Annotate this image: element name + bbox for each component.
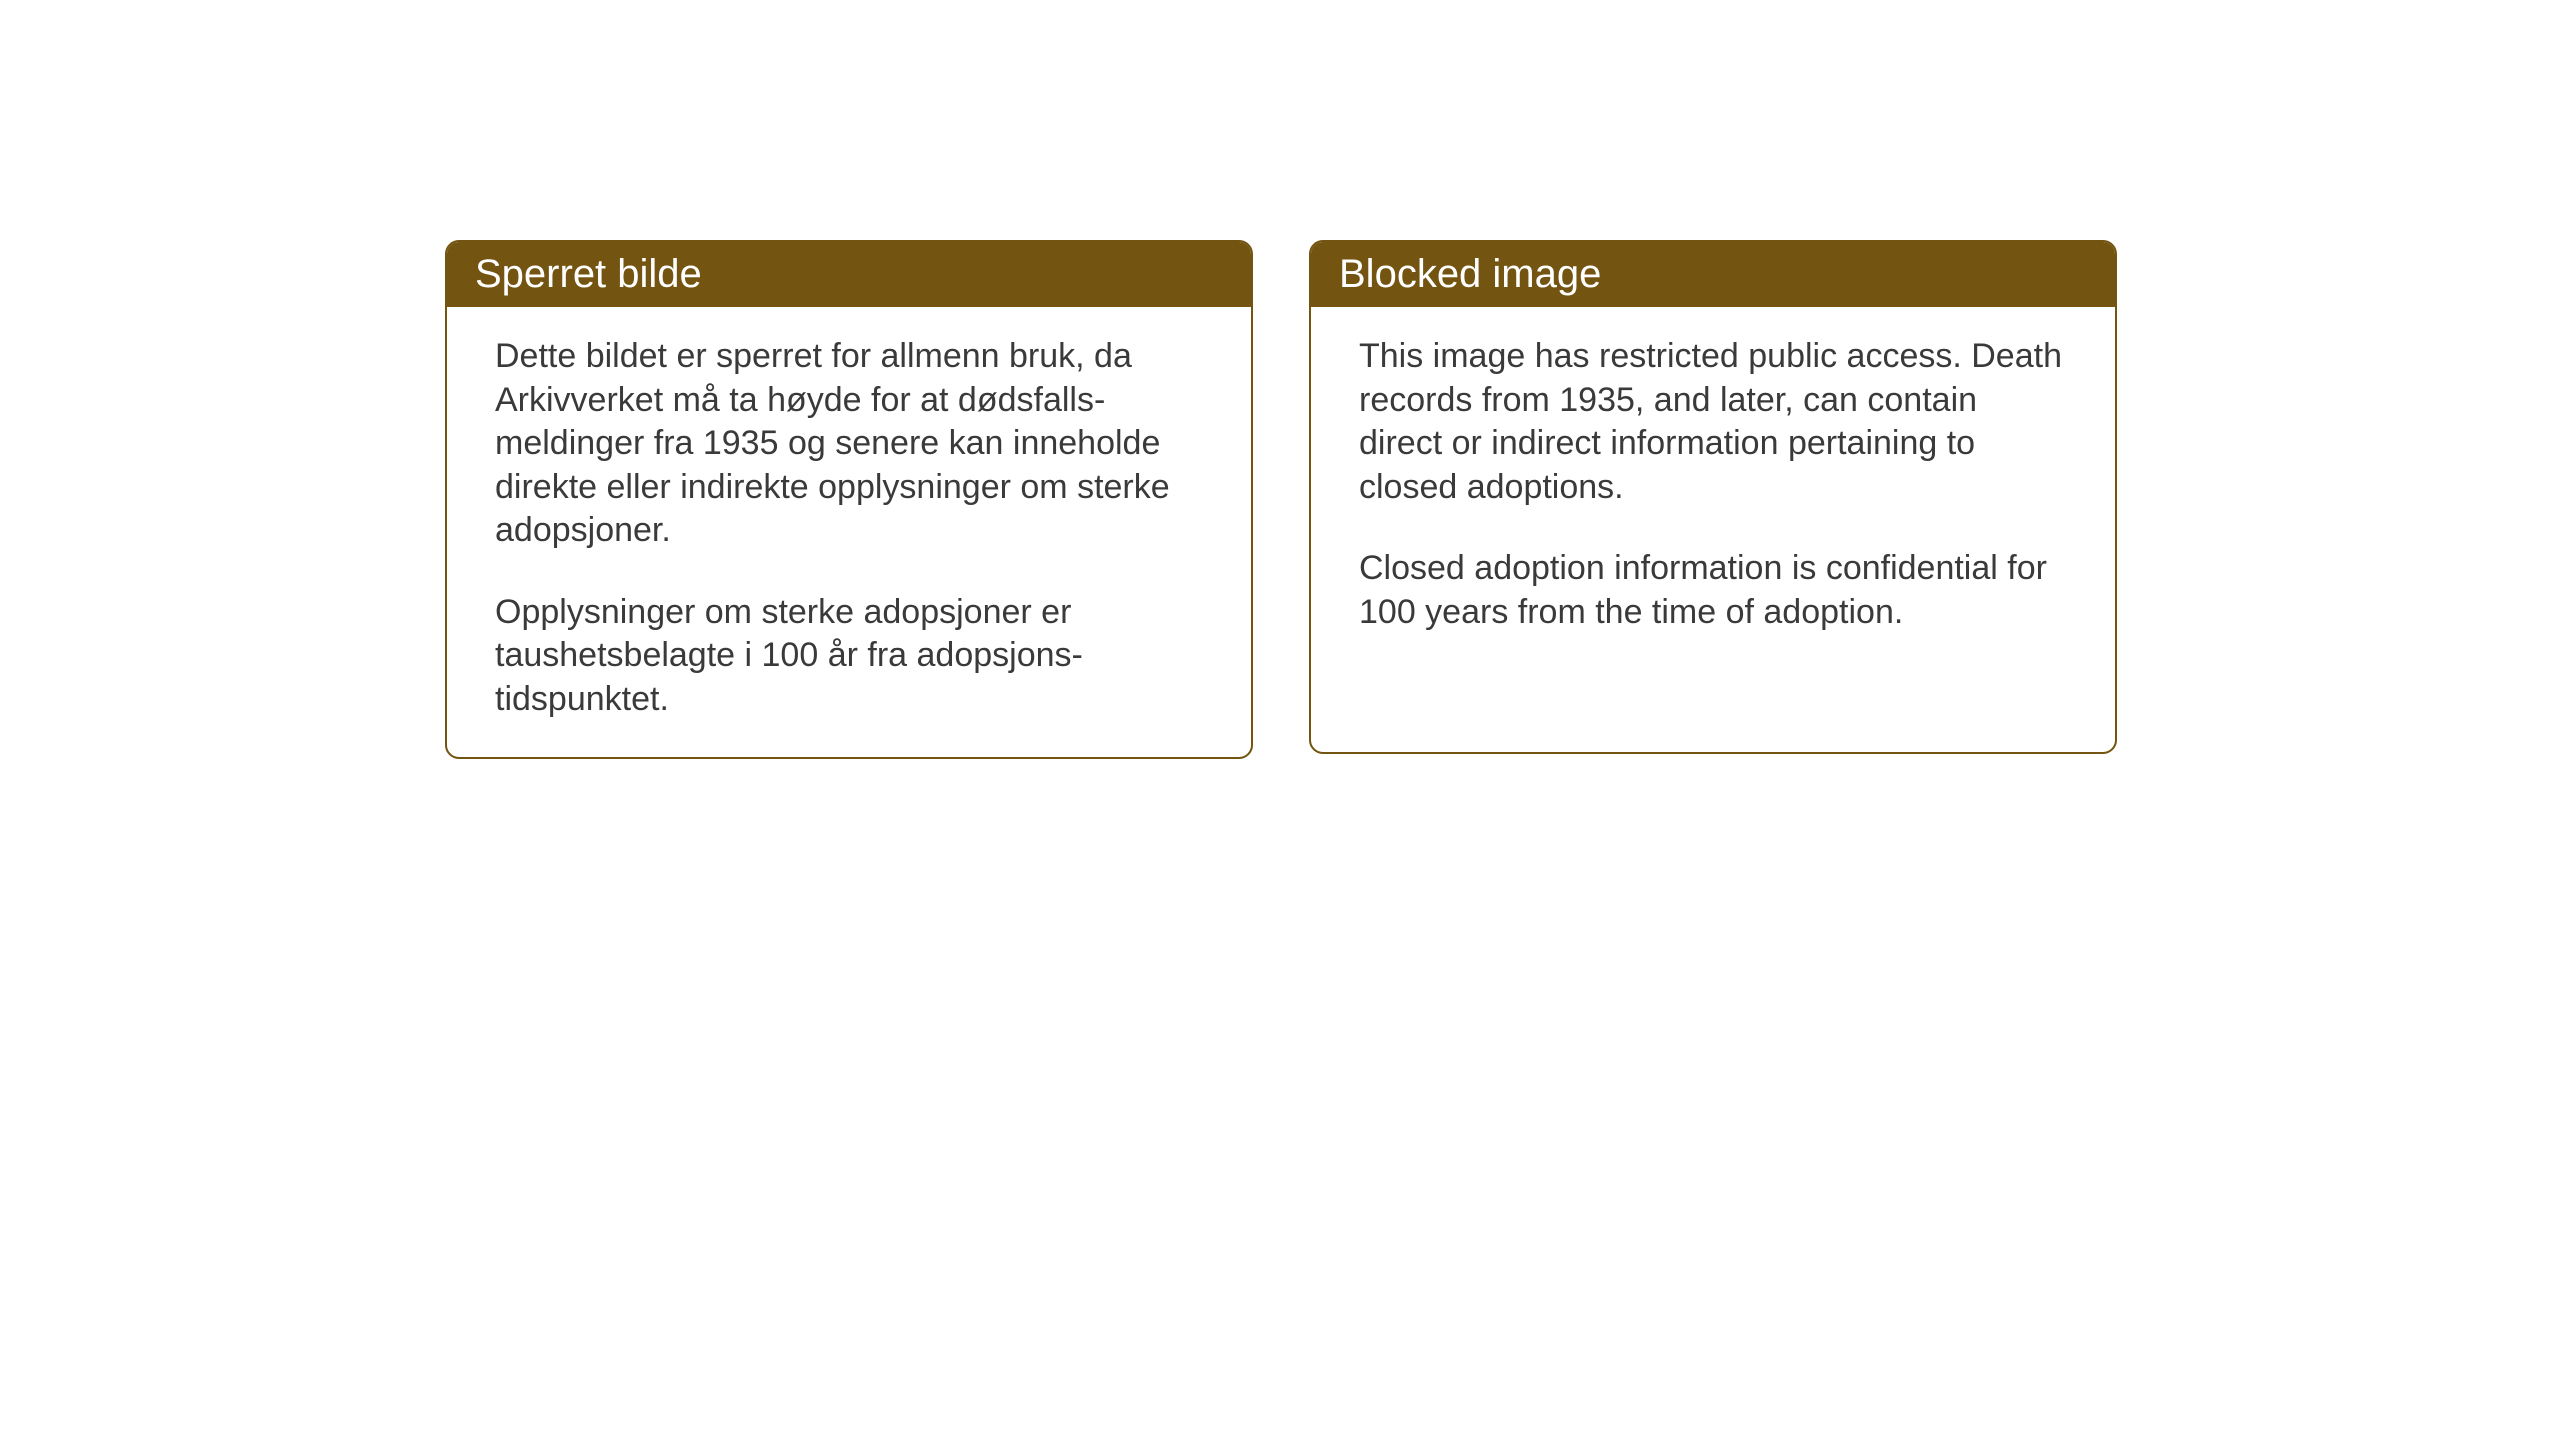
notice-container: Sperret bilde Dette bildet er sperret fo…: [445, 240, 2117, 759]
notice-card-norwegian: Sperret bilde Dette bildet er sperret fo…: [445, 240, 1253, 759]
card-paragraph: Closed adoption information is confident…: [1359, 547, 2067, 634]
card-body-english: This image has restricted public access.…: [1311, 307, 2115, 670]
card-paragraph: Dette bildet er sperret for allmenn bruk…: [495, 335, 1203, 553]
card-header-english: Blocked image: [1311, 242, 2115, 307]
card-body-norwegian: Dette bildet er sperret for allmenn bruk…: [447, 307, 1251, 757]
card-paragraph: This image has restricted public access.…: [1359, 335, 2067, 509]
card-paragraph: Opplysninger om sterke adopsjoner er tau…: [495, 591, 1203, 722]
notice-card-english: Blocked image This image has restricted …: [1309, 240, 2117, 754]
card-header-norwegian: Sperret bilde: [447, 242, 1251, 307]
